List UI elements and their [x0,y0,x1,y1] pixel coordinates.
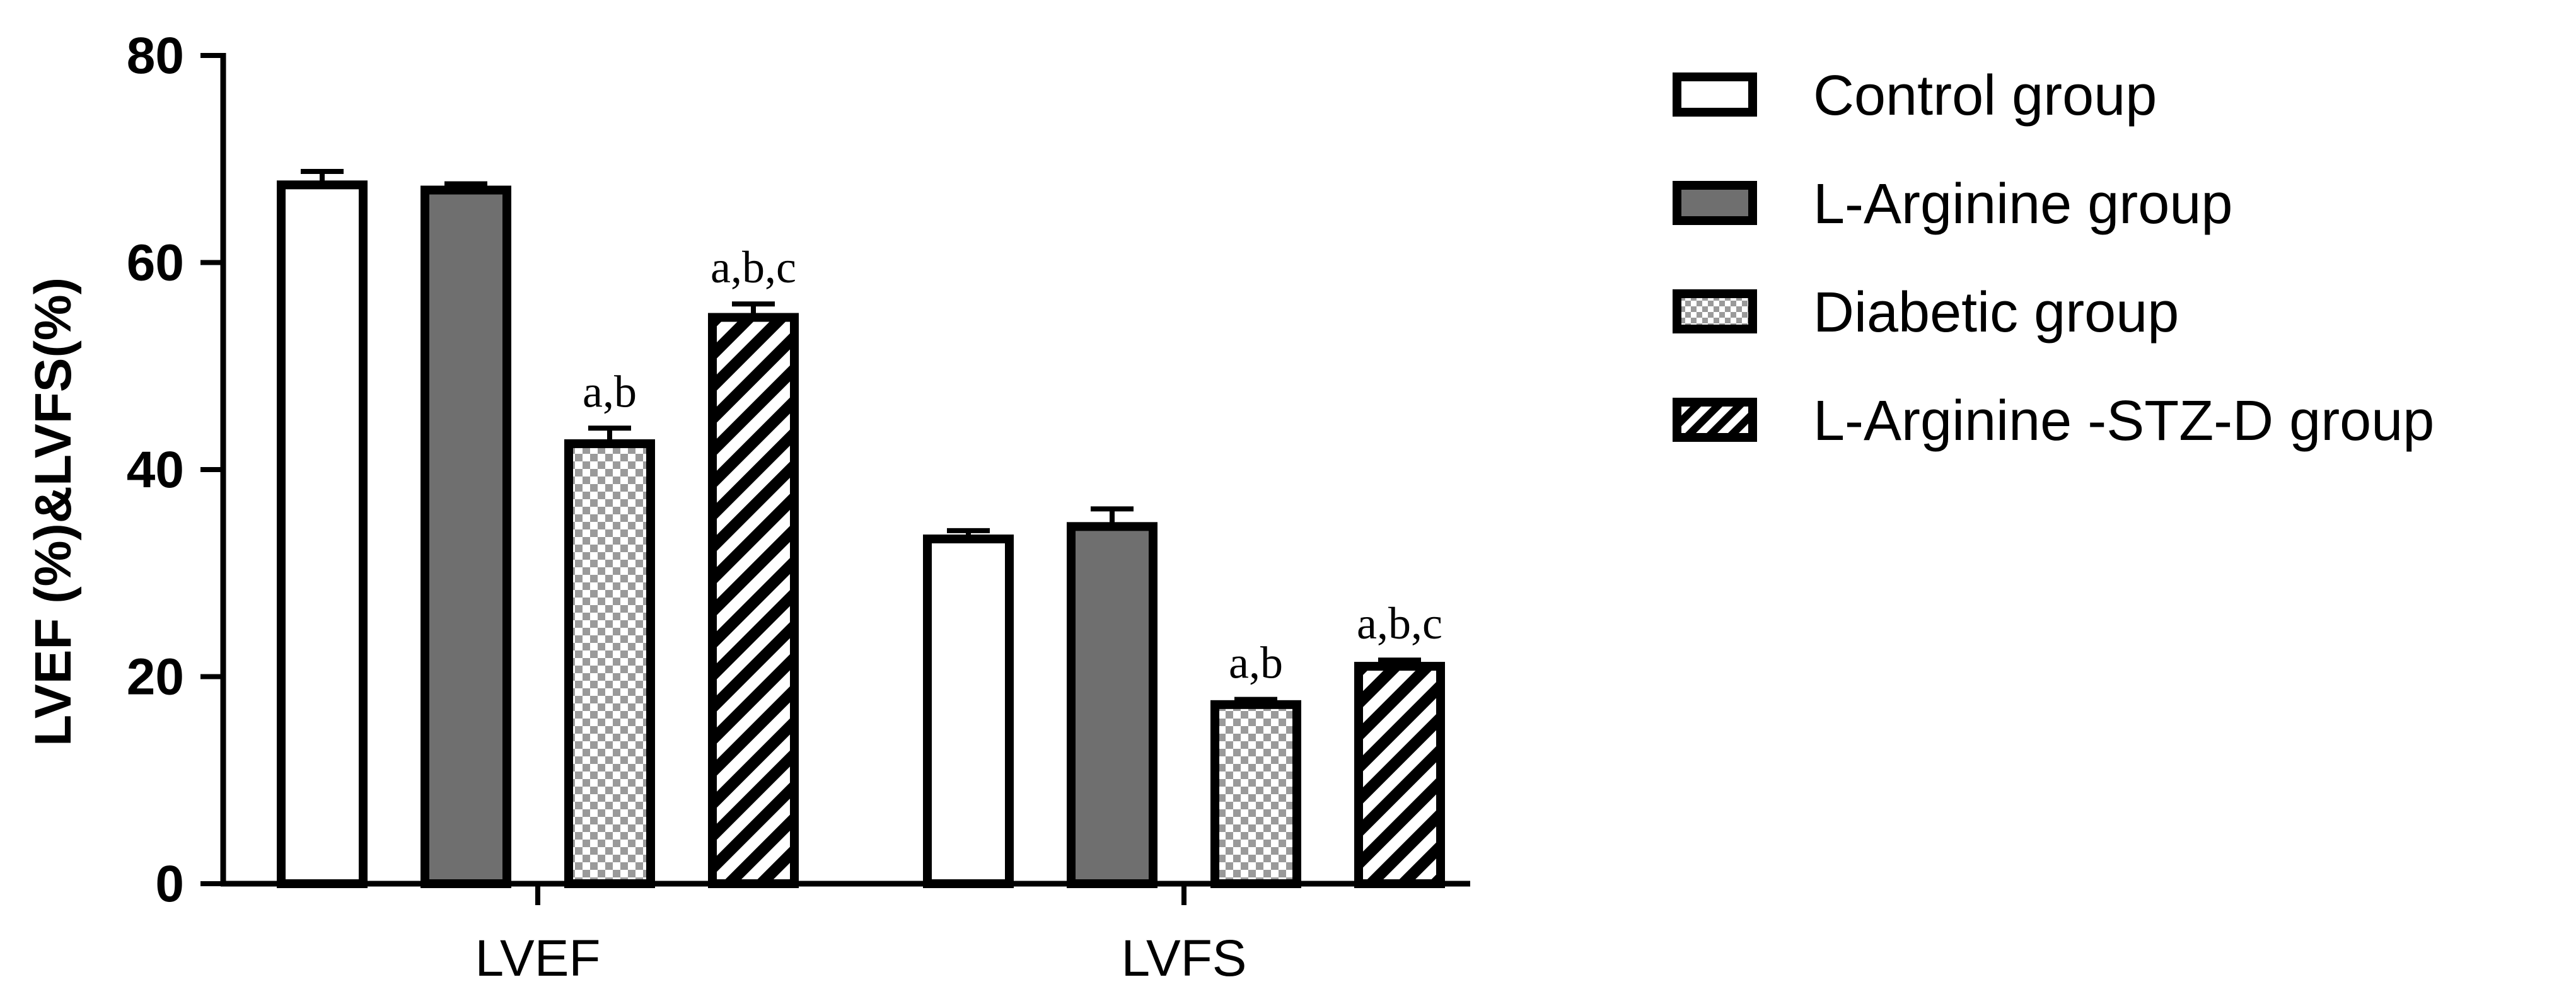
significance-label: a,b,c [1357,598,1442,649]
y-axis-ticks: 0 20 40 60 80 [127,27,223,913]
x-category-label: LVEF [475,930,601,987]
bar [708,313,799,888]
legend-swatch [1673,289,1757,333]
x-category-label: LVFS [1122,930,1247,987]
significance-label: a,b,c [711,242,796,292]
legend-label: L-Arginine -STZ-D group [1813,390,2434,453]
bars-group: a,b a,b,c a,b a,b,c [277,168,1445,889]
y-tick-label: 40 [127,441,184,499]
legend-label: L-Arginine group [1813,173,2232,236]
legend-swatch [1673,181,1757,225]
legend-label: Control group [1813,64,2157,127]
legend-label: Diabetic group [1813,281,2179,344]
bar [564,439,655,888]
y-tick-label: 60 [127,234,184,292]
bar [1354,662,1445,888]
bar [1210,700,1301,889]
y-tick-label: 80 [127,27,184,84]
bar [277,180,368,888]
significance-label: a,b [1229,638,1283,688]
legend-swatch [1673,72,1757,117]
significance-label: a,b [583,366,637,417]
bar [923,535,1014,888]
y-axis-title: LVEF (%)&LVFS(%) [25,277,82,746]
y-tick-label: 0 [155,855,184,913]
x-axis-ticks: LVEF LVFS [475,884,1247,987]
bar [421,185,511,888]
legend: Control group L-Arginine group Diabetic gr… [1673,64,2434,453]
legend-swatch [1673,398,1757,442]
bar [1067,522,1157,888]
y-tick-label: 20 [127,649,184,706]
